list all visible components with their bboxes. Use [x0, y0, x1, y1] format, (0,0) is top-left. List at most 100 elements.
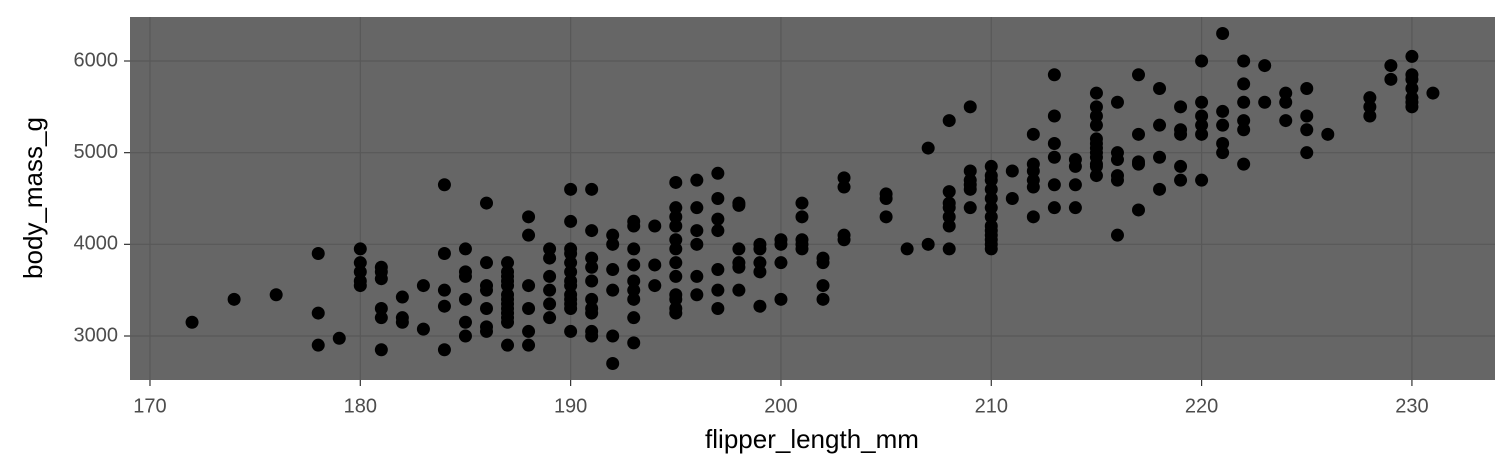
point [1237, 157, 1251, 171]
point [795, 242, 809, 256]
point [837, 233, 851, 247]
point [690, 269, 704, 283]
point [1258, 59, 1272, 73]
point [1195, 118, 1209, 132]
point [669, 219, 683, 233]
point [606, 228, 620, 242]
point [942, 185, 956, 199]
point [774, 256, 788, 270]
y-tick-label: 3000 [74, 324, 119, 346]
point [1132, 68, 1146, 82]
point [543, 242, 557, 256]
point [564, 324, 578, 338]
point [585, 329, 599, 343]
point [1237, 77, 1251, 91]
point [1258, 95, 1272, 109]
point [227, 292, 241, 306]
point [942, 242, 956, 256]
point [374, 311, 388, 325]
point [711, 283, 725, 297]
point [437, 343, 451, 357]
x-tick-label: 200 [764, 395, 797, 417]
point [753, 299, 767, 313]
point [795, 196, 809, 210]
point [437, 283, 451, 297]
point [963, 201, 977, 215]
point [1132, 203, 1146, 217]
point [816, 292, 830, 306]
point [585, 306, 599, 320]
point [585, 251, 599, 265]
point [669, 242, 683, 256]
point [1195, 95, 1209, 109]
point [416, 322, 430, 336]
point [963, 100, 977, 114]
point [1153, 118, 1167, 132]
point [606, 237, 620, 251]
point [458, 315, 472, 329]
point [458, 269, 472, 283]
point [501, 256, 515, 270]
point [1384, 59, 1398, 73]
point [732, 242, 746, 256]
point [311, 306, 325, 320]
point [753, 256, 767, 270]
point [690, 224, 704, 238]
point [395, 290, 409, 304]
point [942, 114, 956, 128]
point [753, 265, 767, 279]
point [711, 166, 725, 180]
point [1405, 82, 1419, 95]
point [522, 338, 536, 352]
point [984, 201, 998, 215]
point [984, 210, 998, 224]
point [1110, 153, 1124, 167]
point [1216, 137, 1230, 150]
point [543, 297, 557, 311]
x-tick-label: 220 [1185, 395, 1218, 417]
point [984, 182, 998, 196]
point [1174, 127, 1188, 141]
point [774, 237, 788, 251]
point [1026, 127, 1040, 141]
point [374, 302, 388, 315]
point [942, 219, 956, 233]
point [564, 247, 578, 260]
point [1300, 82, 1314, 95]
point [648, 219, 662, 233]
point [543, 269, 557, 283]
point [353, 256, 367, 270]
point [1405, 100, 1419, 114]
point [690, 288, 704, 302]
point [1405, 49, 1419, 63]
point [416, 279, 430, 293]
point [1068, 201, 1082, 215]
point [1026, 210, 1040, 224]
point [669, 201, 683, 215]
point [1300, 109, 1314, 123]
point [816, 279, 830, 293]
point [1195, 54, 1209, 68]
point [606, 283, 620, 297]
y-axis-title: body_mass_g [18, 117, 48, 279]
point [437, 299, 451, 313]
point [1174, 100, 1188, 114]
point [942, 210, 956, 224]
point [606, 357, 620, 370]
point [837, 180, 851, 194]
point [479, 196, 493, 210]
point [669, 175, 683, 189]
point [585, 260, 599, 274]
point [1026, 164, 1040, 178]
point [437, 247, 451, 260]
point [585, 274, 599, 288]
point [522, 210, 536, 224]
point [1300, 123, 1314, 137]
point [690, 201, 704, 215]
point [585, 224, 599, 238]
point [1405, 72, 1419, 86]
point [627, 242, 641, 256]
point [585, 292, 599, 306]
